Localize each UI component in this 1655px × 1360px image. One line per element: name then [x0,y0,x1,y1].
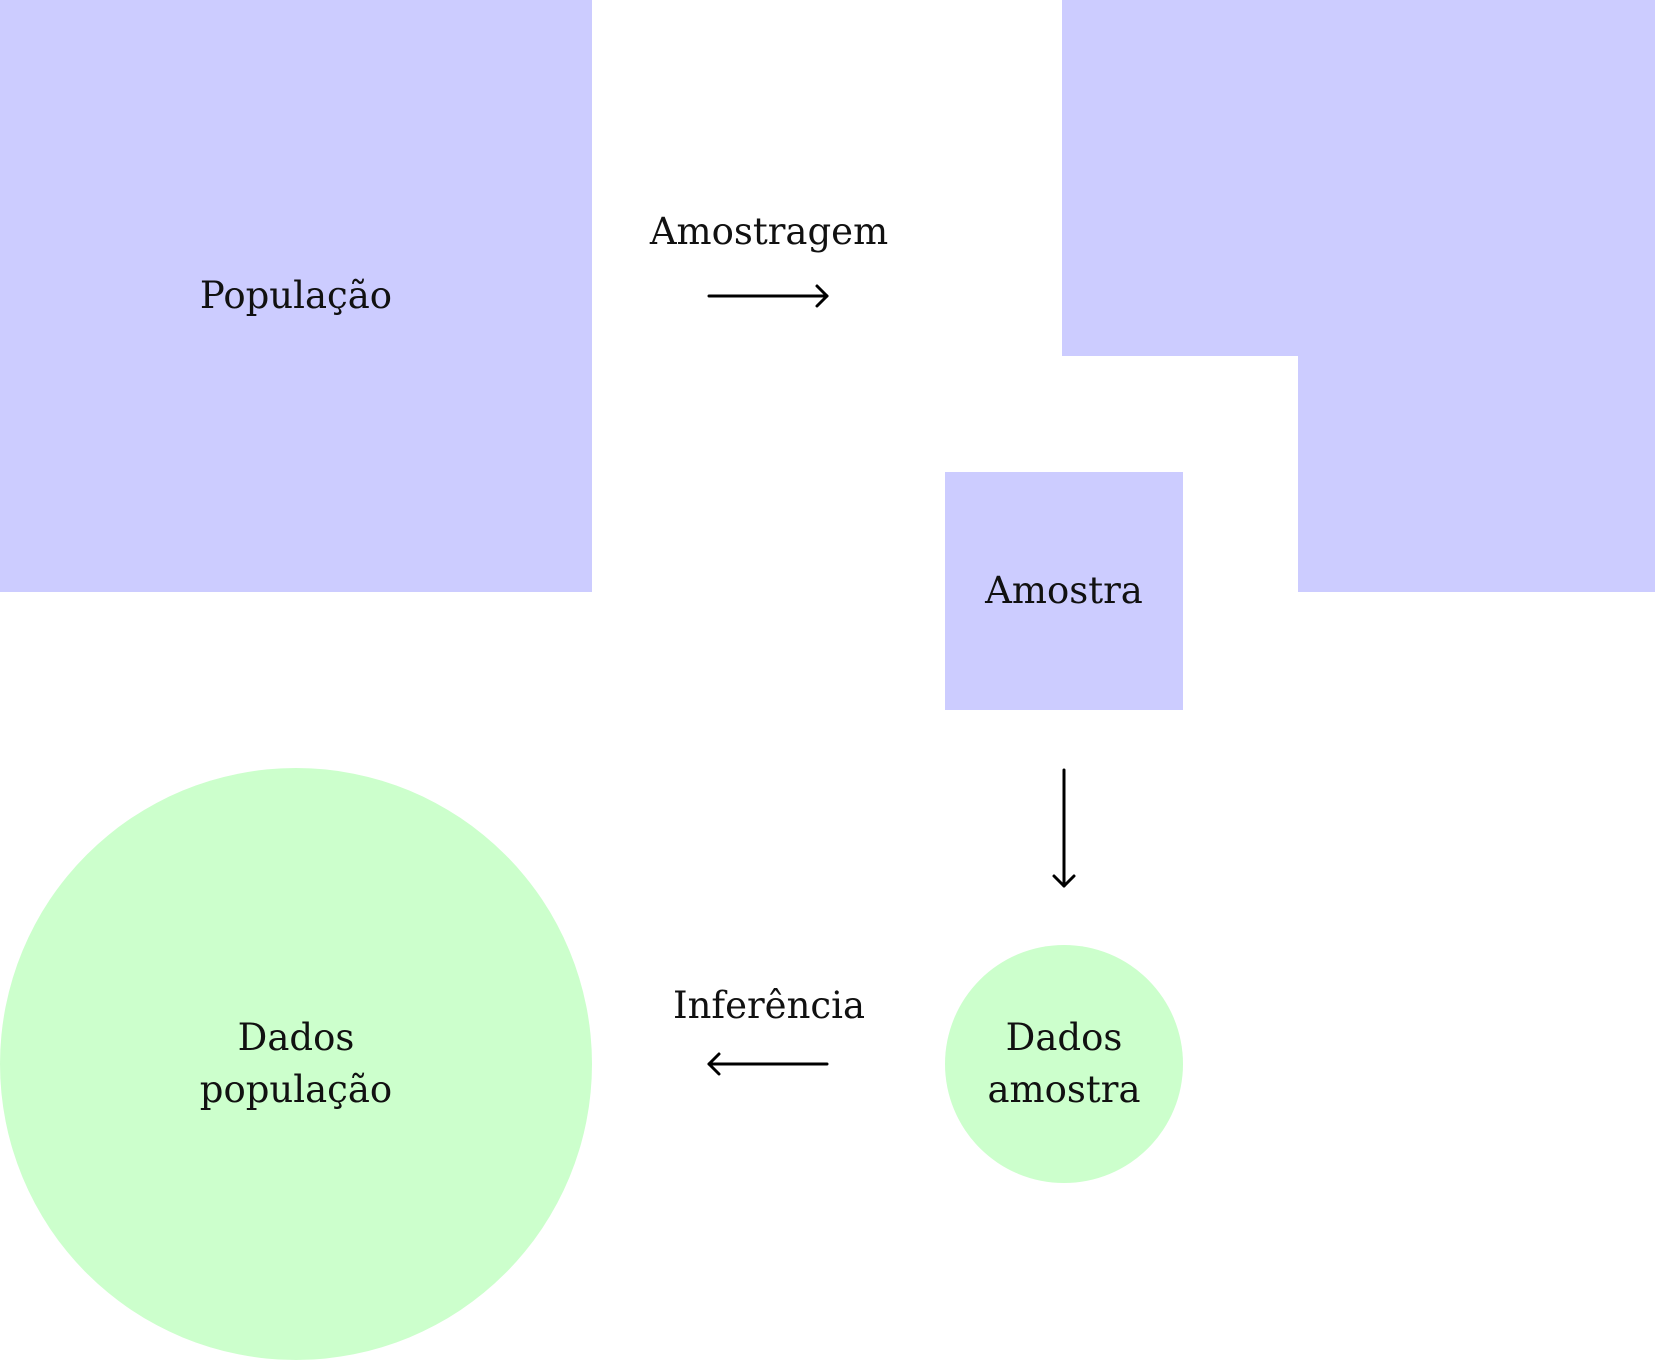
population-data-label: Dados população [199,1016,393,1111]
sample-data-circle: Dados amostra [945,945,1183,1183]
sample-data-label: Dados amostra [987,1016,1141,1111]
decorative-block [1062,0,1655,592]
inference-arrow [707,1052,829,1076]
sample-label: Amostra [985,569,1143,612]
population-box: População [0,0,592,592]
sampling-arrow [707,284,829,308]
population-data-circle: Dados população [0,768,592,1360]
data-collection-arrow [1052,768,1076,888]
inference-label: Inferência [672,984,866,1027]
sample-box: Amostra [945,472,1183,710]
population-label: População [199,274,393,317]
sampling-label: Amostragem [649,210,889,253]
